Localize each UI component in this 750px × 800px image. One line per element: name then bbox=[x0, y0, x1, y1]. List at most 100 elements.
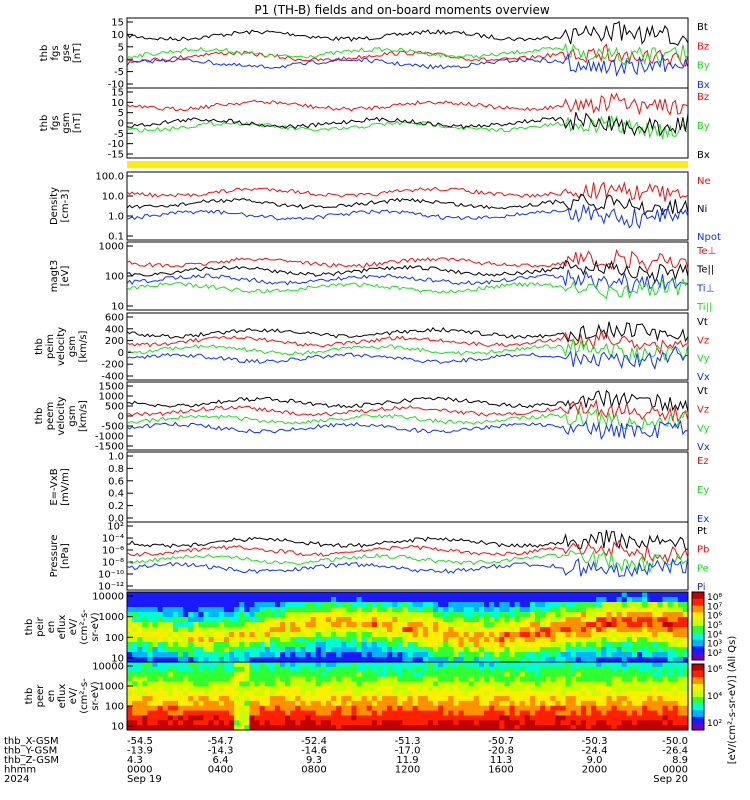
heatmap-cell bbox=[637, 710, 643, 716]
heatmap-cell bbox=[596, 725, 602, 731]
heatmap-cell bbox=[657, 652, 663, 658]
heatmap-cell bbox=[142, 720, 148, 726]
heatmap-cell bbox=[310, 657, 317, 663]
heatmap-cell bbox=[570, 627, 577, 633]
colorbar-swatch bbox=[692, 664, 704, 671]
heatmap-cell bbox=[667, 671, 674, 677]
heatmap-cell bbox=[229, 705, 235, 711]
heatmap-cell bbox=[371, 602, 378, 608]
heatmap-cell bbox=[162, 592, 169, 598]
heatmap-cell bbox=[504, 627, 510, 633]
heatmap-cell bbox=[142, 657, 148, 663]
x-tick-value: 11.3 bbox=[490, 755, 512, 766]
heatmap-cell bbox=[535, 632, 541, 638]
heatmap-cell bbox=[397, 612, 403, 618]
heatmap-cell bbox=[616, 632, 623, 638]
heatmap-cell bbox=[387, 612, 393, 618]
heatmap-cell bbox=[621, 642, 628, 648]
x-tick-value: -50.7 bbox=[488, 736, 514, 747]
heatmap-cell bbox=[642, 676, 648, 682]
heatmap-cell bbox=[463, 657, 470, 663]
heatmap-cell bbox=[188, 710, 194, 716]
heatmap-cell bbox=[127, 647, 133, 653]
heatmap-cell bbox=[376, 622, 383, 628]
heatmap-cell bbox=[376, 632, 383, 638]
heatmap-cell bbox=[473, 696, 480, 702]
heatmap-cell bbox=[274, 607, 281, 613]
heatmap-cell bbox=[478, 602, 485, 608]
heatmap-cell bbox=[127, 681, 133, 687]
heatmap-cell bbox=[463, 691, 470, 697]
heatmap-cell bbox=[305, 681, 311, 687]
heatmap-cell bbox=[167, 652, 174, 658]
heatmap-cell bbox=[336, 592, 342, 598]
heatmap-cell bbox=[677, 671, 684, 677]
heatmap-cell bbox=[565, 725, 572, 731]
heatmap-cell bbox=[382, 592, 388, 598]
heatmap-cell bbox=[203, 720, 209, 726]
heatmap-cell bbox=[351, 720, 357, 726]
heatmap-cell bbox=[269, 627, 276, 633]
heatmap-cell bbox=[264, 676, 271, 682]
heatmap-cell bbox=[621, 691, 628, 697]
heatmap-cell bbox=[137, 627, 143, 633]
heatmap-cell bbox=[494, 617, 500, 623]
series-line-te bbox=[126, 259, 689, 284]
heatmap-cell bbox=[433, 666, 439, 673]
heatmap-cell bbox=[677, 652, 684, 658]
heatmap-cell bbox=[407, 647, 413, 653]
heatmap-cell bbox=[427, 657, 434, 663]
heatmap-cell bbox=[647, 696, 653, 702]
heatmap-cell bbox=[290, 671, 296, 677]
heatmap-cell bbox=[489, 686, 495, 692]
heatmap-cell bbox=[484, 622, 490, 628]
panel-frame bbox=[126, 661, 689, 731]
heatmap-cell bbox=[540, 666, 546, 673]
heatmap-cell bbox=[555, 612, 561, 618]
heatmap-cell bbox=[458, 710, 464, 716]
heatmap-cell bbox=[519, 597, 526, 603]
heatmap-cell bbox=[443, 720, 449, 726]
heatmap-cell bbox=[427, 617, 434, 623]
heatmap-cell bbox=[137, 666, 143, 673]
heatmap-cell bbox=[392, 602, 398, 608]
heatmap-cell bbox=[682, 642, 689, 648]
heatmap-cell bbox=[280, 632, 286, 638]
heatmap-cell bbox=[142, 647, 148, 653]
heatmap-cell bbox=[178, 637, 184, 643]
heatmap-cell bbox=[142, 612, 148, 618]
heatmap-cell bbox=[142, 642, 148, 648]
heatmap-cell bbox=[626, 725, 633, 731]
heatmap-cell bbox=[504, 720, 510, 726]
heatmap-cell bbox=[667, 592, 674, 598]
heatmap-cell bbox=[591, 622, 597, 628]
heatmap-cell bbox=[223, 612, 230, 618]
heatmap-cell bbox=[514, 710, 521, 716]
heatmap-cell bbox=[290, 691, 296, 697]
heatmap-cell bbox=[223, 666, 230, 673]
heatmap-cell bbox=[382, 637, 388, 643]
heatmap-cell bbox=[667, 666, 674, 673]
heatmap-cell bbox=[300, 642, 306, 648]
heatmap-cell bbox=[361, 696, 368, 702]
heatmap-cell bbox=[315, 622, 322, 628]
heatmap-cell bbox=[193, 691, 199, 697]
heatmap-cell bbox=[586, 642, 592, 648]
heatmap-cell bbox=[514, 725, 521, 731]
heatmap-cell bbox=[208, 715, 215, 721]
heatmap-cell bbox=[310, 705, 317, 711]
heatmap-cell bbox=[443, 715, 449, 721]
heatmap-cell bbox=[586, 705, 592, 711]
heatmap-cell bbox=[586, 657, 592, 663]
heatmap-cell bbox=[223, 647, 230, 653]
heatmap-cell bbox=[596, 657, 602, 663]
heatmap-cell bbox=[167, 617, 174, 623]
heatmap-cell bbox=[412, 627, 419, 633]
heatmap-cell bbox=[167, 637, 174, 643]
heatmap-cell bbox=[422, 686, 429, 692]
heatmap-cell bbox=[596, 647, 602, 653]
heatmap-cell bbox=[422, 597, 429, 603]
heatmap-cell bbox=[560, 602, 566, 608]
heatmap-cell bbox=[280, 607, 286, 613]
heatmap-cell bbox=[458, 657, 464, 663]
